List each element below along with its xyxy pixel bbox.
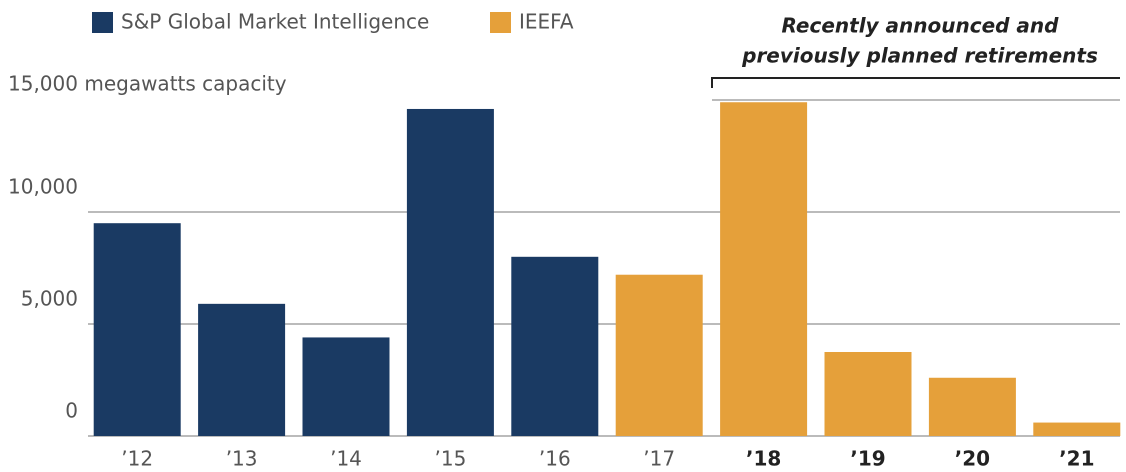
- legend-label: IEEFA: [519, 10, 574, 34]
- annotation: previously planned retirements: [741, 44, 1098, 68]
- bar: [615, 274, 703, 436]
- x-tick-label: ’20: [955, 447, 990, 471]
- x-tick-label: ’19: [850, 447, 885, 471]
- bar: [928, 377, 1016, 436]
- bar: [1033, 422, 1121, 436]
- bar: [406, 108, 494, 437]
- bar: [824, 352, 912, 436]
- x-tick-label: ’17: [643, 447, 675, 471]
- legend-swatch: [490, 12, 511, 33]
- bar: [720, 102, 808, 437]
- x-tick-label: ’13: [226, 447, 258, 471]
- bar: [93, 223, 181, 436]
- legend-swatch: [92, 12, 113, 33]
- x-tick-label: ’18: [746, 447, 781, 471]
- x-tick-label: ’12: [121, 447, 153, 471]
- bar: [302, 337, 390, 436]
- y-tick-label: 10,000: [8, 175, 78, 199]
- y-tick-label: 0: [65, 399, 78, 423]
- legend-label: S&P Global Market Intelligence: [121, 10, 429, 34]
- x-tick-label: ’16: [539, 447, 571, 471]
- y-tick-label: 5,000: [21, 287, 78, 311]
- bar: [511, 256, 599, 436]
- bracket: [711, 77, 1120, 88]
- bar: [198, 303, 286, 436]
- x-tick-label: ’15: [434, 447, 466, 471]
- y-tick-label: 15,000 megawatts capacity: [8, 72, 287, 96]
- x-tick-label: ’21: [1059, 447, 1094, 471]
- annotation: Recently announced and: [782, 14, 1060, 38]
- x-tick-label: ’14: [330, 447, 362, 471]
